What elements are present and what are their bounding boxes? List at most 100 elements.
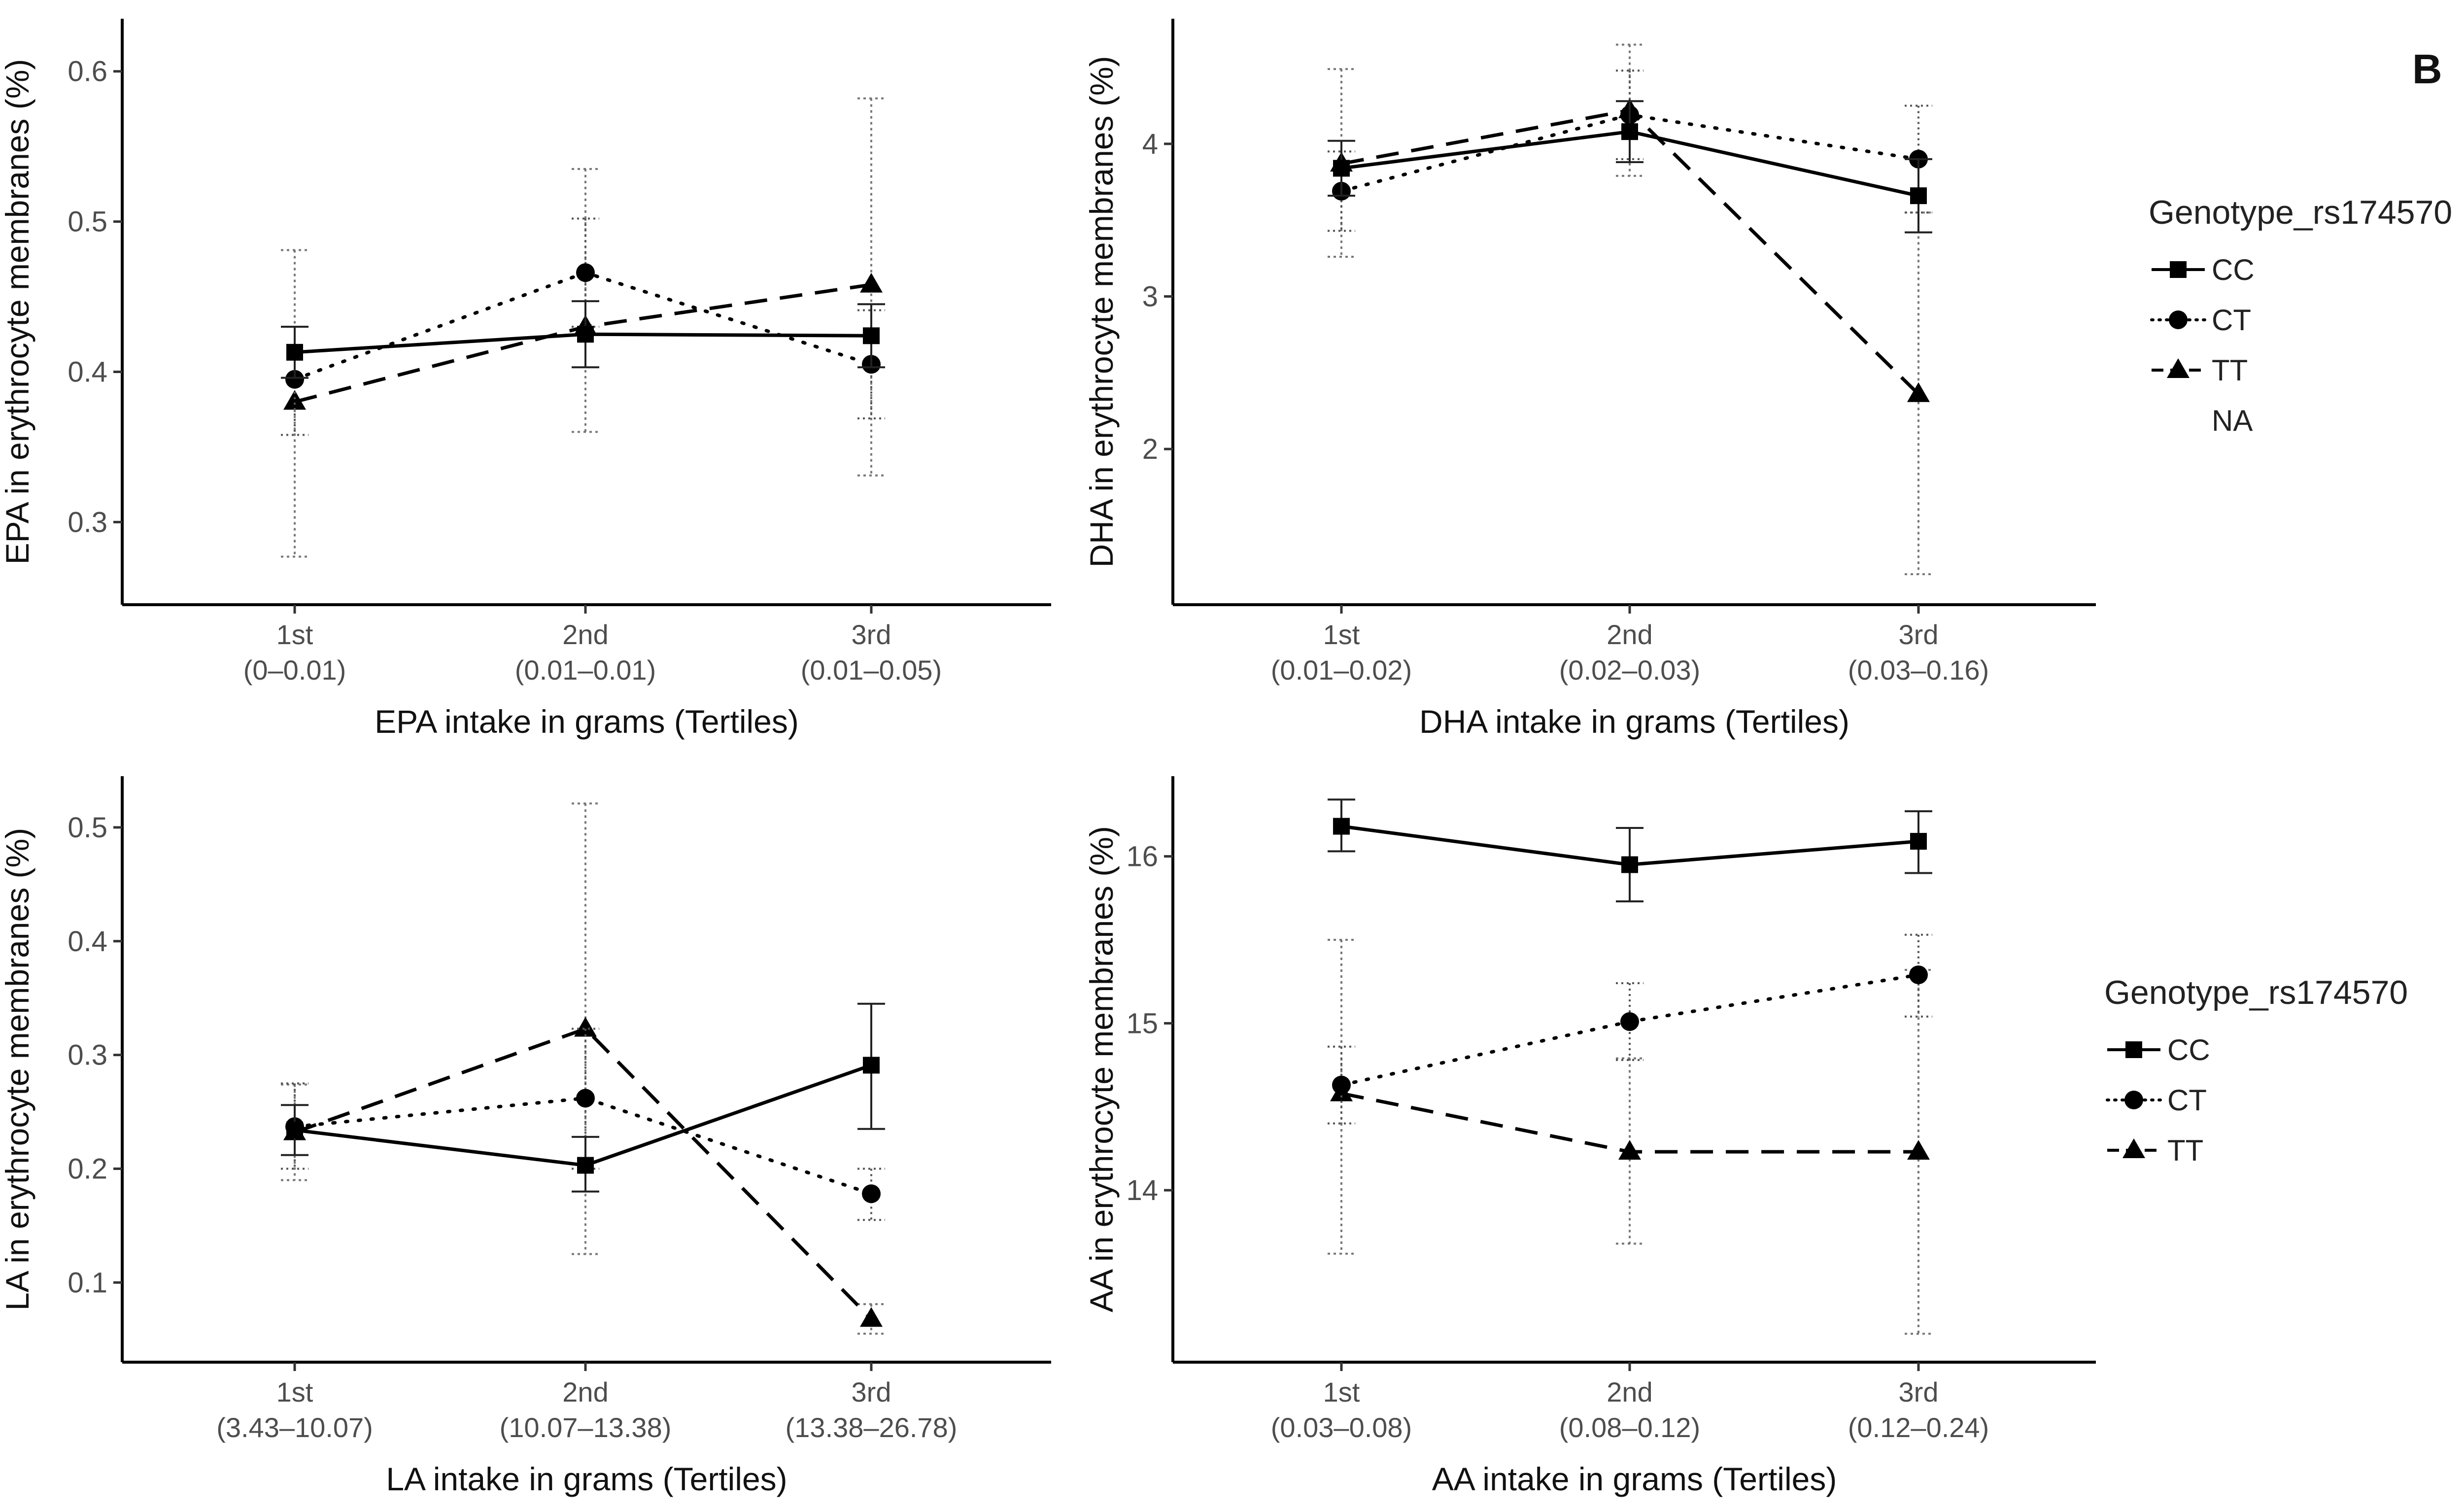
legend-item-na: NA xyxy=(2149,395,2452,446)
x-tick-label-line: 2nd xyxy=(1607,619,1652,650)
data-point xyxy=(576,1089,595,1108)
x-tick-label-line: 2nd xyxy=(1607,1376,1652,1408)
x-tick-label-line: (0.08–0.12) xyxy=(1559,1412,1700,1443)
y-tick-label: 0.2 xyxy=(68,1153,107,1185)
y-tick-label: 15 xyxy=(1126,1007,1158,1039)
x-tick-label: 1st (0.01–0.02) xyxy=(1271,619,1412,686)
data-point xyxy=(1910,833,1927,850)
x-tick-label-line: 1st xyxy=(1323,619,1360,650)
series-cc xyxy=(1328,798,1932,903)
legend-label: CC xyxy=(2212,253,2255,286)
x-tick-label: 2nd (10.07–13.38) xyxy=(500,1376,672,1443)
series-line xyxy=(294,1064,872,1168)
legend-item-ct: CT xyxy=(2149,295,2452,345)
x-tick-label-line: 1st xyxy=(276,619,313,650)
y-tick-label: 0.3 xyxy=(68,1039,107,1071)
data-point xyxy=(577,326,594,343)
x-tick-label: 3rd (0.01–0.05) xyxy=(801,619,942,686)
legend-label: NA xyxy=(2212,404,2253,437)
series-line xyxy=(294,283,872,404)
series-cc xyxy=(1328,100,1932,234)
chart-panel-2: 2 3 4 1st (0.01–0.02) 2nd (0.02–0.03) 3rd (0.03–… xyxy=(1083,19,2096,740)
legend-item-tt: TT xyxy=(2104,1125,2408,1175)
y-tick-label: 0.4 xyxy=(68,356,107,388)
x-tick-label-line: 2nd xyxy=(562,619,608,650)
data-point xyxy=(860,1307,883,1327)
legend-item-ct: CT xyxy=(2104,1075,2408,1125)
panel-letter: B xyxy=(2412,46,2442,92)
y-tick-label: 0.3 xyxy=(68,506,107,538)
legend-label: TT xyxy=(2212,353,2248,387)
x-tick-label-line: (10.07–13.38) xyxy=(500,1412,672,1443)
data-point xyxy=(1621,856,1638,873)
x-tick-label: 1st (0–0.01) xyxy=(243,619,346,686)
x-tick-label-line: (0–0.01) xyxy=(243,654,346,686)
x-tick-label-line: 3rd xyxy=(1899,1376,1939,1408)
legend-key-triangle-icon xyxy=(2107,1138,2160,1158)
y-axis-title: DHA in erythrocyte membranes (%) xyxy=(1083,56,1120,568)
chart-panel-3: 0.1 0.2 0.3 0.4 0.5 1st (3.43–10.07) 2nd (10.07–… xyxy=(0,776,1051,1497)
data-point xyxy=(863,327,880,344)
x-tick-label-line: 3rd xyxy=(852,1376,891,1408)
x-tick-label-line: (0.02–0.03) xyxy=(1559,654,1700,686)
x-tick-label: 1st (3.43–10.07) xyxy=(216,1376,373,1443)
x-axis-title: AA intake in grams (Tertiles) xyxy=(1432,1461,1837,1497)
data-point xyxy=(1620,1012,1639,1031)
data-point xyxy=(283,390,306,410)
y-tick-label: 3 xyxy=(1142,281,1158,313)
data-point xyxy=(574,1017,597,1037)
y-tick-label: 0.1 xyxy=(68,1267,107,1299)
legend-title: Genotype_rs174570 xyxy=(2149,194,2453,231)
x-tick-label: 2nd (0.02–0.03) xyxy=(1559,619,1700,686)
x-tick-label: 2nd (0.08–0.12) xyxy=(1559,1376,1700,1443)
x-tick-label-line: (0.01–0.05) xyxy=(801,654,942,686)
data-point xyxy=(1618,1140,1641,1160)
legend-key-circle-icon xyxy=(2106,1091,2162,1109)
x-axis-title: LA intake in grams (Tertiles) xyxy=(386,1461,787,1497)
x-tick-label: 3rd (0.12–0.24) xyxy=(1848,1376,1989,1443)
x-tick-label-line: (0.03–0.16) xyxy=(1848,654,1989,686)
legend-key-triangle-icon xyxy=(2152,358,2205,378)
legend-label: CT xyxy=(2212,303,2251,337)
x-tick-label-line: 2nd xyxy=(562,1376,608,1408)
x-tick-label-line: (0.01–0.01) xyxy=(515,654,656,686)
y-tick-label: 14 xyxy=(1126,1174,1158,1206)
data-point xyxy=(862,1184,881,1203)
x-tick-label: 1st (0.03–0.08) xyxy=(1271,1376,1412,1443)
legend-item-cc: CC xyxy=(2149,244,2452,295)
series-tt xyxy=(281,802,885,1335)
x-tick-label: 3rd (0.03–0.16) xyxy=(1848,619,1989,686)
legend-marker xyxy=(2167,358,2190,378)
data-point xyxy=(577,1157,594,1174)
data-point xyxy=(1333,818,1350,835)
y-axis-title: AA in erythrocyte membranes (%) xyxy=(1083,826,1120,1312)
legend-top: Genotype_rs174570 CC CT TT NA xyxy=(2149,193,2452,446)
y-tick-label: 4 xyxy=(1142,128,1158,160)
x-tick-label-line: 1st xyxy=(1323,1376,1360,1408)
legend-key-circle-icon xyxy=(2150,310,2206,329)
data-point xyxy=(1909,965,1928,985)
series-cc xyxy=(281,300,885,379)
legend-label: CT xyxy=(2167,1083,2207,1117)
y-tick-label: 0.5 xyxy=(68,206,107,238)
x-tick-label-line: (3.43–10.07) xyxy=(216,1412,373,1443)
data-point xyxy=(1907,382,1930,402)
data-point xyxy=(286,343,303,361)
legend-marker xyxy=(2122,1138,2145,1158)
x-tick-label-line: (13.38–26.78) xyxy=(786,1412,958,1443)
data-point xyxy=(1621,123,1638,140)
chart-panel-1: 0.3 0.4 0.5 0.6 1st (0–0.01) 2nd (0.01–0.01) 3rd… xyxy=(0,19,1051,740)
x-axis-title: EPA intake in grams (Tertiles) xyxy=(375,703,799,740)
data-point xyxy=(286,1122,303,1139)
x-tick-label: 3rd (13.38–26.78) xyxy=(786,1376,958,1443)
y-axis-title: EPA in erythrocyte membranes (%) xyxy=(0,59,35,565)
series-line xyxy=(293,1096,873,1196)
legend-item-cc: CC xyxy=(2104,1025,2408,1075)
x-tick-label-line: (0.12–0.24) xyxy=(1848,1412,1989,1443)
data-point xyxy=(1910,187,1927,205)
legend-bottom: Genotype_rs174570 CC CT TT xyxy=(2104,973,2408,1175)
series-ct xyxy=(1328,933,1932,1125)
y-tick-label: 0.5 xyxy=(68,812,107,844)
